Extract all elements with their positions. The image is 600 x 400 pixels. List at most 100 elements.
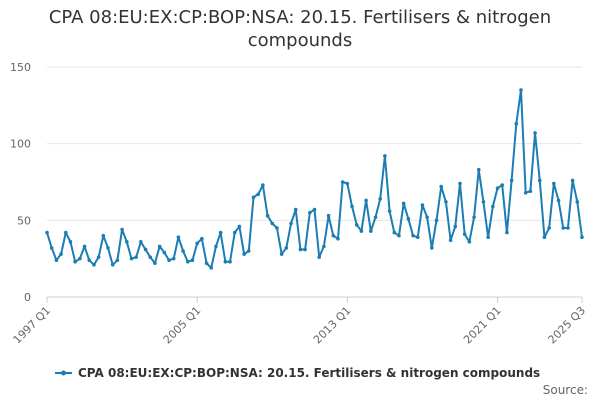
- data-point: [134, 255, 138, 259]
- data-point: [120, 227, 124, 232]
- data-point: [472, 215, 476, 220]
- data-point: [171, 256, 176, 261]
- data-point: [129, 256, 134, 261]
- x-tick-label: 2021 Q1: [461, 304, 504, 347]
- data-point: [279, 252, 284, 256]
- data-point: [251, 195, 256, 200]
- data-point: [415, 235, 420, 239]
- data-point: [298, 247, 303, 252]
- data-point: [78, 256, 82, 261]
- data-point: [570, 178, 575, 183]
- data-point: [420, 203, 425, 207]
- data-point: [383, 154, 387, 158]
- data-point: [491, 204, 495, 209]
- data-point: [153, 261, 157, 266]
- data-point: [148, 255, 153, 259]
- data-point: [275, 226, 279, 230]
- data-point: [242, 252, 246, 256]
- data-point: [336, 236, 340, 241]
- data-point: [157, 244, 162, 249]
- data-point: [397, 233, 401, 238]
- data-point: [256, 192, 260, 197]
- data-point: [101, 233, 106, 238]
- data-point: [106, 246, 110, 250]
- data-point: [505, 230, 509, 235]
- legend[interactable]: CPA 08:EU:EX:CP:BOP:NSA: 20.15. Fertilis…: [55, 366, 540, 380]
- data-point: [467, 240, 472, 244]
- data-point: [73, 259, 77, 264]
- x-axis: 1997 Q1 2005 Q1 2013 Q1 2021 Q1 2025 Q3: [11, 296, 589, 347]
- data-point: [528, 189, 533, 193]
- data-point: [96, 255, 101, 259]
- y-tick-label: 50: [17, 214, 31, 227]
- data-point: [237, 224, 242, 229]
- data-point: [476, 167, 481, 172]
- data-point: [486, 235, 490, 239]
- data-point: [378, 197, 383, 201]
- data-point: [110, 263, 115, 267]
- data-point: [552, 181, 556, 186]
- data-point: [167, 258, 171, 263]
- data-point: [87, 258, 92, 263]
- data-point: [143, 247, 148, 252]
- legend-marker-swatch: [61, 370, 66, 376]
- data-point: [462, 232, 467, 236]
- data-point: [326, 213, 331, 218]
- data-point: [265, 213, 270, 218]
- data-point: [232, 230, 237, 235]
- chart-title: CPA 08:EU:EX:CP:BOP:NSA: 20.15. Fertilis…: [0, 6, 600, 52]
- data-point: [181, 249, 185, 253]
- data-point: [364, 198, 368, 203]
- data-point: [481, 200, 486, 204]
- data-point: [312, 207, 317, 212]
- data-point: [401, 201, 406, 206]
- data-point: [124, 240, 129, 244]
- data-point: [317, 255, 321, 259]
- data-point: [448, 238, 453, 243]
- data-point: [575, 200, 580, 204]
- data-point: [514, 121, 519, 126]
- chart-title-line-1: CPA 08:EU:EX:CP:BOP:NSA: 20.15. Fertilis…: [48, 7, 552, 28]
- data-point: [354, 223, 359, 227]
- data-point: [303, 247, 307, 252]
- source-label[interactable]: Source:: [543, 383, 588, 397]
- data-point: [308, 210, 312, 215]
- data-point: [509, 178, 514, 183]
- data-point: [115, 258, 120, 263]
- y-tick-label: 150: [10, 61, 31, 74]
- data-point: [185, 259, 190, 264]
- data-point: [547, 226, 551, 230]
- data-point: [92, 263, 96, 267]
- data-point: [425, 215, 429, 220]
- data-point: [223, 259, 228, 264]
- x-tick-label: 2005 Q1: [161, 304, 204, 347]
- data-point: [556, 198, 561, 203]
- y-tick-label: 100: [10, 138, 31, 151]
- series-group: [45, 88, 584, 270]
- data-point: [453, 224, 458, 229]
- data-point: [500, 183, 505, 187]
- data-point: [373, 215, 378, 220]
- data-point: [533, 131, 537, 135]
- data-point: [458, 181, 462, 186]
- data-point: [204, 261, 209, 266]
- data-point: [82, 244, 87, 249]
- x-tick-label: 2025 Q3: [546, 304, 589, 347]
- data-point: [340, 180, 345, 184]
- data-point: [195, 241, 199, 246]
- data-point: [139, 240, 143, 244]
- data-point: [49, 246, 54, 250]
- data-point: [495, 186, 500, 190]
- data-point: [190, 258, 195, 263]
- data-point: [439, 184, 444, 189]
- data-point: [537, 178, 542, 183]
- chart-title-line-2: compounds: [247, 30, 353, 51]
- data-point: [214, 244, 218, 249]
- data-point: [345, 181, 350, 186]
- data-point: [289, 221, 293, 226]
- data-point: [331, 233, 336, 238]
- x-tick-label: 1997 Q1: [11, 304, 54, 347]
- data-point: [561, 226, 566, 230]
- data-point: [580, 235, 584, 239]
